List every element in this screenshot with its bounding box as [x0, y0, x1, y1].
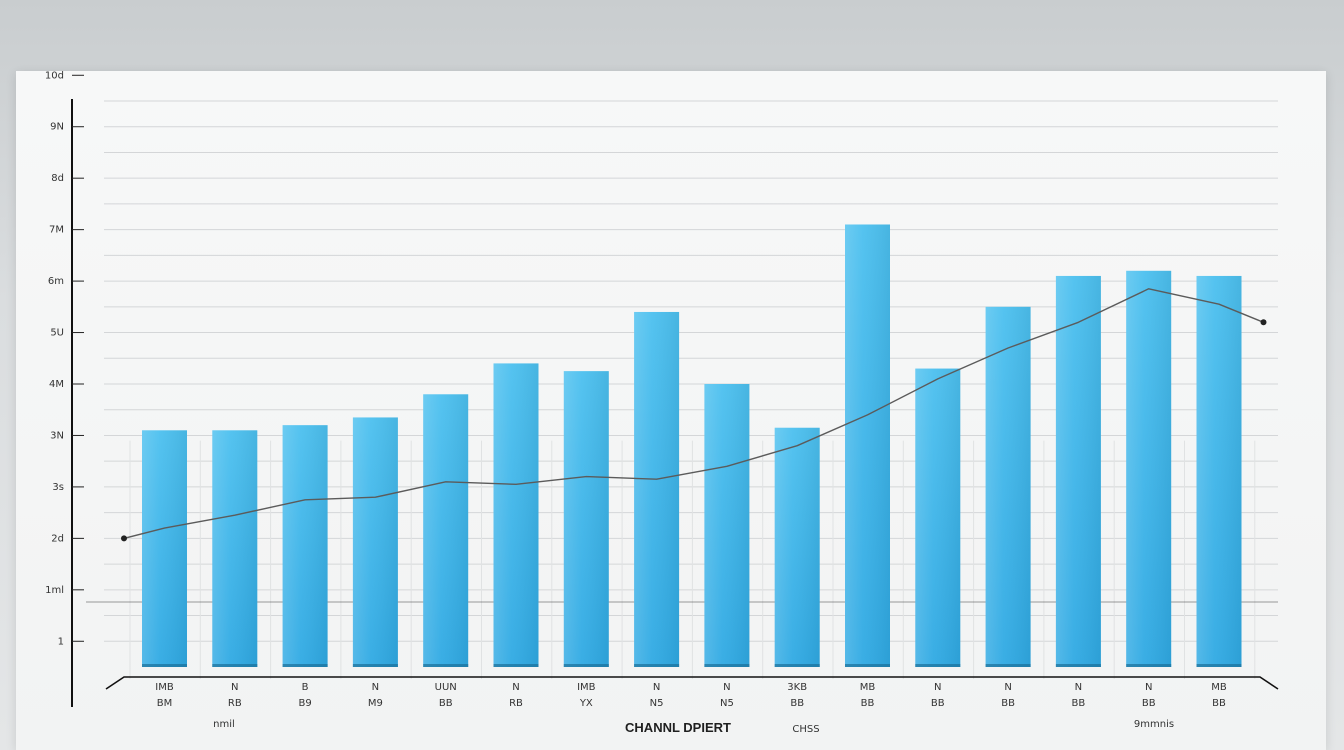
x-tick-sublabel: M9: [368, 698, 383, 709]
bar-shading: [352, 417, 398, 667]
bar-shading: [1196, 275, 1242, 667]
y-tick-label: 3s: [52, 482, 64, 493]
bar-shading: [1055, 275, 1101, 667]
bar-base: [282, 664, 328, 667]
bar-base: [493, 664, 539, 667]
x-tick-label: N: [653, 682, 660, 693]
x-tick-label: N: [1145, 682, 1152, 693]
bar-base: [1126, 664, 1172, 667]
bar-shading: [845, 224, 890, 667]
y-tick-label: 2d: [51, 533, 64, 544]
corner-label-right: 9mmnis: [1134, 719, 1174, 730]
x-tick-label: N: [1075, 682, 1082, 693]
x-axis: [105, 676, 1279, 690]
bar-shading: [704, 384, 750, 667]
y-tick-label: 8d: [51, 173, 64, 184]
bar-shading: [423, 394, 469, 667]
x-tick-label: UUN: [435, 682, 457, 693]
bar-base: [423, 664, 469, 667]
x-tick-sublabel: B9: [298, 698, 311, 709]
x-tick-sublabel: BB: [1072, 698, 1086, 709]
bar-base: [1196, 664, 1242, 667]
x-tick-sublabel: RB: [228, 698, 242, 709]
y-tick-label: 4M: [49, 379, 64, 390]
x-tick-sublabel: BB: [1212, 698, 1226, 709]
x-tick-sublabel: BB: [1142, 698, 1156, 709]
bar-shading: [563, 371, 609, 667]
y-tick-label: 10d: [45, 71, 64, 81]
x-tick-label: N: [934, 682, 941, 693]
bar-base: [915, 664, 961, 667]
x-tick-sublabel: RB: [509, 698, 523, 709]
x-axis-title-secondary: CHSS: [792, 724, 819, 735]
bar-base: [704, 664, 750, 667]
bar-base: [1055, 664, 1101, 667]
x-tick-sublabel: N5: [720, 698, 734, 709]
y-tick-label: 1ml: [45, 585, 64, 596]
x-tick-label: B: [302, 682, 309, 693]
bar-shading: [985, 306, 1031, 667]
x-tick-label: IMB: [155, 682, 174, 693]
trend-line: [123, 288, 1264, 540]
x-tick-label: MB: [1211, 682, 1227, 693]
corner-label-left: nmil: [213, 719, 235, 730]
x-tick-sublabel: BB: [790, 698, 804, 709]
x-tick-sublabel: BB: [931, 698, 945, 709]
trend-line-end-point: [1260, 319, 1267, 326]
x-tick-sublabel: YX: [579, 698, 593, 709]
x-tick-sublabel: BM: [157, 698, 173, 709]
bar-base: [845, 664, 890, 667]
y-tick-label: 5U: [50, 328, 64, 339]
bar-base: [212, 664, 258, 667]
x-tick-label: N: [1004, 682, 1011, 693]
x-tick-label: N: [512, 682, 519, 693]
x-tick-label: N: [231, 682, 238, 693]
bar-shading: [634, 311, 680, 667]
y-tick-label: 9N: [50, 122, 64, 133]
trend-line-start-point: [121, 535, 127, 542]
bar-base: [142, 664, 187, 667]
bar-base: [774, 664, 820, 667]
bar-shading: [282, 425, 328, 667]
x-tick-label: N: [372, 682, 379, 693]
y-tick-label: 7M: [49, 225, 64, 236]
bar-base: [634, 664, 680, 667]
x-axis-title: CHANNL DPIERT: [625, 720, 731, 735]
x-tick-label: N: [723, 682, 730, 693]
x-tick-label: IMB: [577, 682, 596, 693]
y-tick-label: 3N: [50, 430, 64, 441]
bar-chart: 1 1ml 2d 3s 3N 4M 5U 6m 7M 8d 9N 10d IMB BM N RB B B9 N M9 U…: [45, 71, 1279, 735]
bar-shading: [1126, 270, 1172, 667]
bar-shading: [915, 368, 961, 667]
bar-base: [985, 664, 1031, 667]
x-tick-label: MB: [860, 682, 876, 693]
bar-shading: [142, 430, 187, 667]
y-tick-label: 1: [58, 636, 64, 647]
bar-shading: [493, 363, 539, 667]
x-tick-sublabel: BB: [439, 698, 453, 709]
x-tick-sublabel: BB: [1001, 698, 1015, 709]
chart-board: 1 1ml 2d 3s 3N 4M 5U 6m 7M 8d 9N 10d IMB BM N RB B B9 N M9 U…: [16, 71, 1326, 750]
bar-base: [352, 664, 398, 667]
x-tick-sublabel: N5: [650, 698, 664, 709]
bar-base: [563, 664, 609, 667]
bar-shading: [212, 430, 258, 667]
x-tick-label: 3KB: [787, 682, 807, 693]
x-tick-sublabel: BB: [861, 698, 875, 709]
bar-shading: [774, 427, 820, 667]
y-tick-label: 6m: [48, 276, 64, 287]
